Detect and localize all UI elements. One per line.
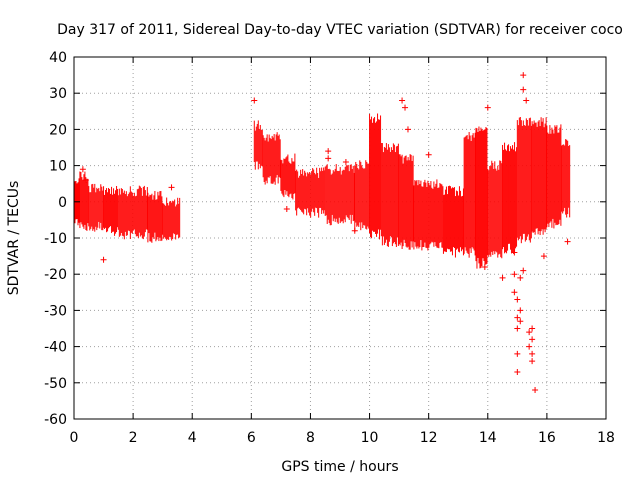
data-point [520, 86, 527, 93]
y-axis-label: SDTVAR / TECUs [6, 181, 22, 296]
x-tick-label: 12 [420, 430, 438, 446]
data-point [514, 350, 521, 357]
y-tick-label: -10 [44, 231, 67, 247]
axis-ticks: 0 2 4 6 8 10 12 14 16 18 40 30 20 10 0 -10 -20 -30 -40 -50 -… [44, 50, 615, 446]
data-point [511, 249, 518, 256]
data-point [404, 126, 411, 133]
data-point [399, 97, 406, 104]
data-point [529, 350, 536, 357]
y-tick-label: 40 [49, 50, 67, 66]
data-point [514, 368, 521, 375]
data-point [517, 318, 524, 325]
y-tick-label: -30 [44, 303, 67, 319]
data-point [514, 296, 521, 303]
data-point [425, 151, 432, 158]
x-tick-label: 2 [129, 430, 138, 446]
data-point [283, 206, 290, 213]
data-point [517, 274, 524, 281]
x-tick-label: 4 [188, 430, 197, 446]
data-point [526, 329, 533, 336]
data-point [325, 148, 332, 155]
data-point [529, 358, 536, 365]
data-point [511, 289, 518, 296]
x-tick-label: 14 [479, 430, 497, 446]
data-point [540, 253, 547, 260]
dense-band-group [73, 113, 571, 269]
data-point [79, 166, 86, 173]
data-point [342, 158, 349, 165]
data-point [499, 274, 506, 281]
data-point [523, 97, 530, 104]
data-point [532, 387, 539, 394]
data-point [251, 97, 258, 104]
y-tick-label: -60 [44, 412, 67, 428]
data-point [325, 155, 332, 162]
data-point [529, 336, 536, 343]
data-point [402, 104, 409, 111]
data-point [168, 184, 175, 191]
data-point [526, 343, 533, 350]
data-point [520, 72, 527, 79]
y-tick-label: 0 [58, 195, 67, 211]
data-point [511, 271, 518, 278]
x-tick-label: 6 [247, 430, 256, 446]
data-point [484, 104, 491, 111]
y-tick-label: 20 [49, 122, 67, 138]
y-tick-label: -40 [44, 340, 67, 356]
x-axis-label: GPS time / hours [281, 459, 398, 475]
data-point [529, 325, 536, 332]
data-point [564, 238, 571, 245]
data-point [520, 267, 527, 274]
data-point [351, 227, 358, 234]
data-point [514, 314, 521, 321]
y-tick-label: 30 [49, 86, 67, 102]
x-tick-label: 0 [70, 430, 79, 446]
data-point [514, 325, 521, 332]
x-tick-label: 10 [361, 430, 379, 446]
y-tick-label: 10 [49, 159, 67, 175]
data-points [73, 72, 571, 394]
data-point [481, 263, 488, 270]
data-point [517, 307, 524, 314]
data-point [82, 177, 89, 184]
x-tick-label: 16 [538, 430, 556, 446]
x-tick-label: 8 [306, 430, 315, 446]
y-tick-label: -20 [44, 267, 67, 283]
chart-title: Day 317 of 2011, Sidereal Day-to-day VTE… [57, 22, 623, 38]
y-tick-label: -50 [44, 376, 67, 392]
x-tick-label: 18 [597, 430, 615, 446]
data-point [100, 256, 107, 263]
